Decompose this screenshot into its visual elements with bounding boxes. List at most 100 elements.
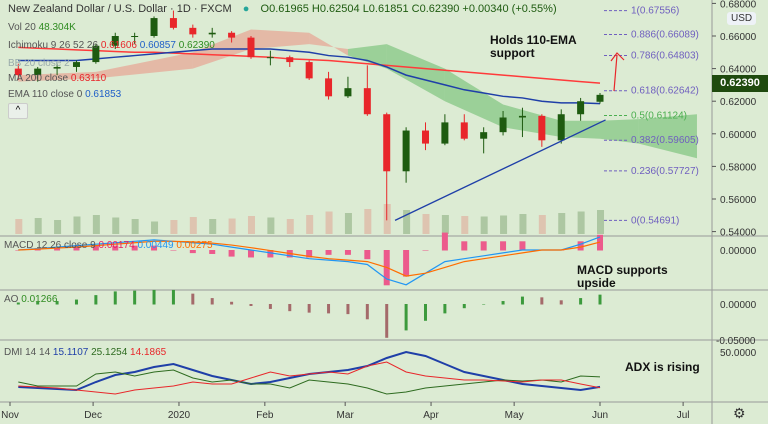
macd-histogram-bar [73,245,80,251]
macd-histogram-bar [228,250,235,257]
ao-axis-label: -0.05000 [716,336,756,347]
close-value: C0.62390 [411,3,460,15]
ema110-line [18,48,601,105]
time-tick-label: Dec [84,410,102,421]
volume-bar [73,216,81,234]
candle-body [111,36,119,46]
time-tick-label: May [505,410,524,421]
macd-histogram-bar [15,250,22,251]
candle-body [131,36,139,37]
ao-bar [230,301,234,305]
candle-body [189,27,197,35]
ema-value: 0.61853 [85,89,122,100]
legend-ma[interactable]: MA 200 close 0.63110 [8,73,106,84]
legend-ao[interactable]: AO 0.01266 [4,294,57,305]
ao-bar [385,304,389,338]
volume-bar [286,219,294,234]
ao-bar [191,293,195,305]
macd-histogram-bar [325,250,332,255]
volume-bar [558,213,566,234]
macd-signal-line [18,240,601,277]
macd-histogram-bar [189,250,196,254]
macd-histogram-bar [461,241,468,251]
time-tick-label: Jul [677,410,690,421]
ma-value: 0.63110 [70,73,107,84]
candle-body [557,114,565,141]
candle-body [325,78,333,97]
collapse-legend-button[interactable]: ^ [8,103,28,119]
candle-body [422,130,429,144]
ao-bar [74,299,78,305]
trendline [394,119,606,221]
fib-level-label: 0.786(0.64803) [631,51,699,62]
ao-bar [36,301,40,305]
ao-bar [113,291,117,305]
ao-bar [501,301,505,305]
macd-histogram-bar [422,250,429,251]
candle-body [596,94,604,102]
price-tick-label: 0.56000 [720,195,757,206]
candle-body [169,18,177,28]
symbol-title[interactable]: New Zealand Dollar / U.S. Dollar · 1D · … [8,3,232,15]
volume-bar [480,216,488,234]
volume-bar [247,216,255,234]
ao-bar [520,296,524,305]
candle-body [53,66,61,69]
macd-histogram-bar [441,232,448,251]
legend-ema[interactable]: EMA 110 close 0 0.61853 [8,89,121,100]
volume-bar [267,217,275,234]
price-tick-label: 0.54000 [720,228,757,239]
macd-histogram-bar [344,250,351,255]
macd-signal-value: 0.00275 [176,240,213,251]
candle-body [266,57,274,59]
candle-body [383,114,391,172]
candle-body [518,115,526,118]
macd-histogram-bar [209,250,216,254]
ma-label: MA 200 close [8,73,69,84]
legend-ichimoku[interactable]: Ichimoku 9 26 52 26 0.61606 0.60857 0.62… [8,40,215,51]
gear-icon[interactable]: ⚙ [733,405,746,421]
high-value: H0.62504 [311,3,360,15]
bb-label: BB 20 close 2 [8,58,70,69]
currency-button[interactable]: USD [727,12,757,25]
volume-bar [364,209,372,234]
ichimoku-cloud-segment [347,44,387,69]
annotation-adx: ADX is rising [625,360,700,374]
legend-bb[interactable]: BB 20 close 2 [8,58,70,69]
candle-body [228,32,236,38]
dmi-axis-label: 50.0000 [720,348,757,359]
candle-body [480,132,488,139]
ichimoku-label: Ichimoku 9 26 52 26 [8,40,99,51]
volume-bar [170,220,178,234]
up-arrow-head [610,52,625,62]
macd-histogram-bar [151,245,158,251]
ichimoku-v3: 0.62390 [178,40,215,51]
volume-bar [189,217,197,234]
ao-bar [346,304,350,315]
fib-level-label: 0.886(0.66089) [631,30,699,41]
time-tick-label: Jun [592,410,608,421]
macd-histogram-bar [92,245,99,251]
legend-dmi[interactable]: DMI 14 14 15.1107 25.1254 14.1865 [4,347,166,358]
ao-bar [540,297,544,305]
ao-bar [424,304,427,321]
annotation-macd: MACD supports upside [577,263,668,290]
candle-body [72,62,80,67]
volume-bar [306,215,314,234]
ichimoku-cloud-segment [561,120,601,139]
price-tick-label: 0.64000 [720,65,757,76]
adx-value: 15.1107 [52,347,89,358]
time-tick-label: 2020 [168,410,191,421]
plus-di-value: 25.1254 [91,347,128,358]
volume-bar [15,219,23,234]
legend-macd[interactable]: MACD 12 26 close 9 0.00174 0.00449 0.002… [4,240,213,251]
volume-bar [538,215,546,234]
volume-bar [112,217,120,234]
vol-value: 48.304K [38,22,76,33]
time-tick-label: Mar [337,410,355,421]
candle-body [577,101,585,115]
volume-bar [500,215,508,234]
legend-vol[interactable]: Vol 20 48.304K [8,22,76,33]
